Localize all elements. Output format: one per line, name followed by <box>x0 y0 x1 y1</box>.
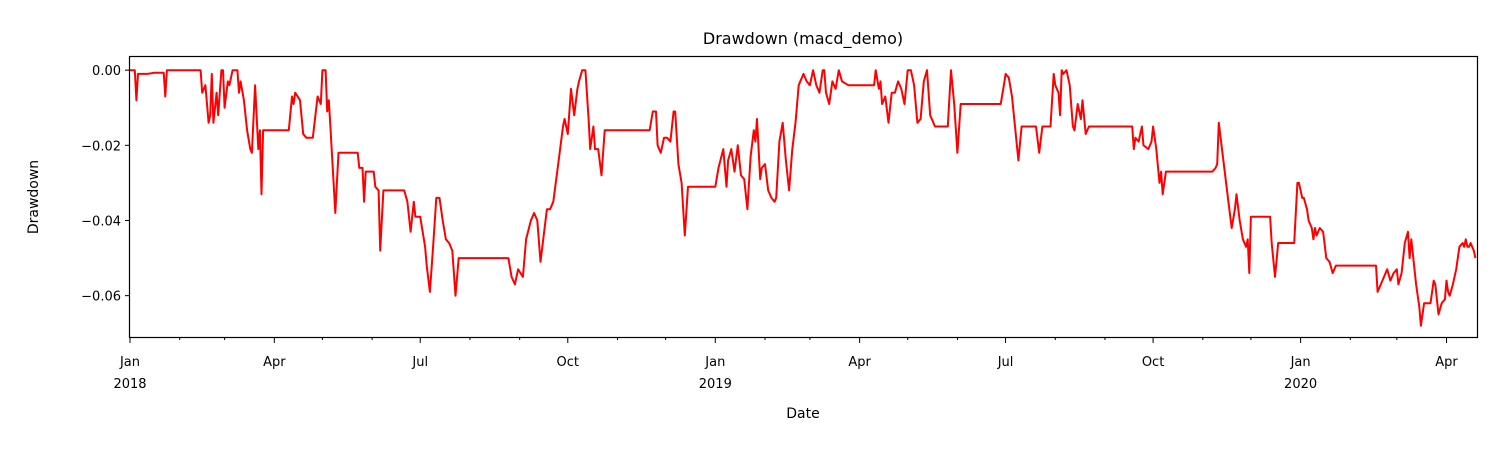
x-tick-label: Oct <box>1142 355 1164 370</box>
y-axis-title: Drawdown <box>26 160 42 234</box>
y-axis: 0.00 −0.02 −0.04 −0.06 <box>81 64 130 305</box>
x-tick-year-label: 2020 <box>1284 377 1317 392</box>
x-axis: Jan 2018 Apr Jul Oct Jan 2019 Apr Jul Oct Jan 2020 A… <box>113 337 1458 392</box>
x-tick-label: Jul <box>411 355 428 370</box>
x-axis-title: Date <box>786 406 819 422</box>
x-tick-label: Apr <box>1435 355 1458 370</box>
y-tick-label: 0.00 <box>92 64 121 79</box>
x-tick-label: Apr <box>848 355 871 370</box>
y-tick-label: −0.06 <box>81 290 121 305</box>
chart-title: Drawdown (macd_demo) <box>703 29 903 49</box>
plot-area <box>128 55 1479 339</box>
x-tick-label: Apr <box>263 355 286 370</box>
plot-frame <box>128 55 1479 339</box>
x-tick-year-label: 2018 <box>113 377 146 392</box>
drawdown-line <box>130 69 1477 327</box>
x-tick-year-label: 2019 <box>699 377 732 392</box>
y-tick-label: −0.02 <box>81 139 121 154</box>
y-tick-label: −0.04 <box>81 214 121 229</box>
x-tick-label: Oct <box>557 355 579 370</box>
x-tick-label: Jul <box>997 355 1014 370</box>
x-tick-label: Jan <box>704 355 725 370</box>
x-tick-label: Jan <box>1290 355 1311 370</box>
x-tick-label: Jan <box>119 355 140 370</box>
